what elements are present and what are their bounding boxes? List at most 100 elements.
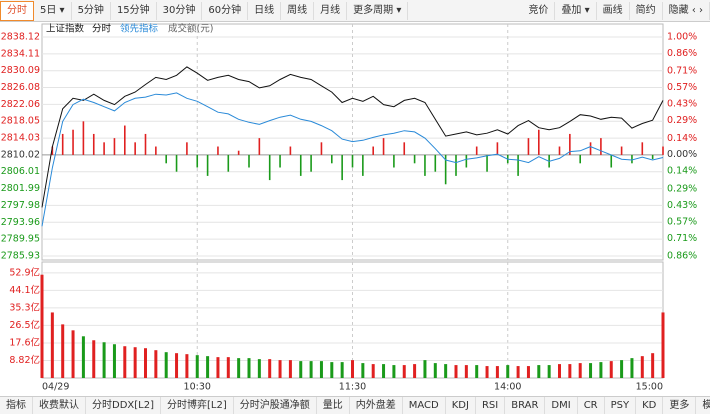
volume-bar [464,365,468,378]
volume-bar [506,365,510,378]
volume-tick-label: 44.1亿 [9,284,40,296]
y-tick-label: 2814.03 [1,133,40,144]
strength-bar [320,142,323,155]
tab[interactable]: 量比 [317,396,350,414]
volume-bar [309,361,313,378]
volume-bar [50,312,54,378]
y-tick-label: 2793.96 [1,217,40,228]
volume-bar [444,364,448,378]
y2-tick-label: 0.29% [667,183,697,194]
y-tick-label: 2797.98 [1,200,40,211]
strength-bar [424,154,426,176]
tab[interactable]: 简约 [630,1,663,20]
strength-bar [486,154,488,172]
y-tick-label: 2838.12 [1,32,40,43]
tab[interactable]: 更多周期 ▾ [347,1,409,20]
x-tick-label: 15:00 [636,382,663,393]
tab[interactable]: KDJ [446,396,476,414]
tab[interactable]: 15分钟 [111,1,157,20]
tab[interactable]: 内外盘差 [350,396,403,414]
volume-bar [640,356,644,378]
volume-bar [92,340,96,378]
tab[interactable]: 60分钟 [202,1,249,20]
y2-tick-label: 0.29% [667,115,697,126]
volume-legend: 成交额(元) [168,23,213,35]
y2-tick-label: 0.00% [667,149,697,160]
volume-bar [340,362,344,378]
y2-tick-label: 0.71% [667,233,697,244]
volume-bar [319,361,323,378]
y-tick-label: 2785.93 [1,251,40,262]
tab[interactable]: 竞价 [522,1,556,20]
volume-bar [257,359,261,378]
tab[interactable]: CR [578,396,605,414]
volume-bar [81,336,85,378]
tab[interactable]: MACD [403,396,446,414]
tab[interactable]: 月线 [314,1,348,20]
strength-bar [527,138,530,155]
volume-bar [247,358,251,378]
y2-tick-label: 1.00% [667,32,697,43]
tab[interactable]: 周线 [281,1,315,20]
tab[interactable]: 分时DDX[L2] [86,396,161,414]
y2-tick-label: 0.57% [667,216,697,227]
tab[interactable]: 指标 [0,396,33,414]
series-line [41,92,664,227]
tab[interactable]: 分时博弈[L2] [161,396,234,414]
volume-bar [164,352,168,378]
y-tick-label: 2826.08 [1,82,40,93]
tab[interactable]: BRAR [505,396,546,414]
tab[interactable]: PSY [605,396,637,414]
strength-bar [610,154,613,168]
strength-bar [558,146,561,155]
y2-tick-label: 0.57% [667,82,697,93]
volume-bar [558,364,561,378]
volume-bar [144,348,147,378]
x-tick-label: 10:30 [184,382,211,393]
chart-title: 上证指数 [46,23,85,35]
strength-bar [600,138,602,155]
strength-bar [455,154,457,176]
strength-bar [113,138,116,155]
strength-bar [61,133,64,155]
volume-bar [61,324,65,378]
strength-bar [103,142,105,155]
tab[interactable]: 分时 [0,0,34,21]
strength-bar [299,154,302,176]
y-tick-label: 2822.06 [1,99,40,110]
volume-bar [402,365,406,378]
strength-bar [237,150,240,155]
tab[interactable]: RSI [476,396,506,414]
indicator-bar: 指标 收费默认 分时DDX[L2] 分时博弈[L2] 分时沪股通净额 量比 内外盘差 MACD… [0,396,710,414]
volume-bar [175,353,179,378]
tab[interactable]: 5分钟 [72,1,111,20]
strength-bar [393,154,395,168]
tab[interactable]: 分时沪股通净额 [234,396,317,414]
strength-bar [444,154,447,185]
volume-bar [651,353,655,378]
tab[interactable]: 模板 [696,397,710,414]
strength-bar [382,138,385,155]
volume-bar [330,362,334,378]
strength-bar [351,154,354,168]
y-tick-label: 2789.95 [1,234,40,245]
volume-bar [547,365,551,378]
y2-tick-label: 0.14% [667,133,697,144]
volume-bar [102,342,106,378]
y2-tick-label: 0.71% [667,66,697,77]
legend-entry: 分时 [92,23,112,35]
tab[interactable]: 隐藏 ‹ › [663,1,710,20]
tab[interactable]: 日线 [248,1,282,20]
tab[interactable]: 5日 ▾ [34,1,72,20]
tab[interactable]: 画线 [597,1,630,20]
tab[interactable]: 叠加 ▾ [555,1,597,20]
tab[interactable]: DMI [545,396,578,414]
tab[interactable]: 30分钟 [157,1,203,20]
volume-tick-label: 52.9亿 [9,266,40,278]
tab[interactable]: 更多 [663,396,697,414]
strength-bar [589,142,592,155]
tab[interactable]: 收费默认 [33,396,86,414]
tab[interactable]: KD [636,396,664,414]
volume-bar [123,346,127,378]
